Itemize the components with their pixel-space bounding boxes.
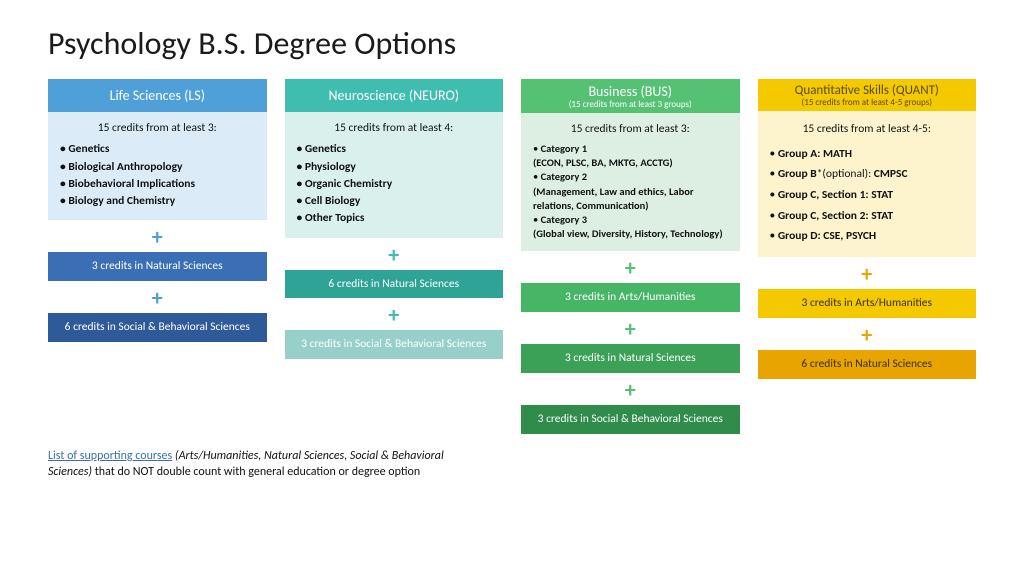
plus-icon: + xyxy=(521,257,740,279)
col-bus: Business (BUS) (15 credits from at least… xyxy=(521,79,740,434)
bus-body: 15 credits from at least 3: Category 1(E… xyxy=(521,113,740,251)
plus-icon: + xyxy=(758,263,977,285)
neuro-item: Cell Biology xyxy=(297,193,494,210)
bus-bar-3: 3 credits in Social & Behavioral Science… xyxy=(521,405,740,434)
bus-bar-1: 3 credits in Arts/Humanities xyxy=(521,283,740,312)
ls-item: Biological Anthropology xyxy=(60,159,257,176)
quant-item: Group A: MATH xyxy=(770,144,967,165)
neuro-bar-1: 6 credits in Natural Sciences xyxy=(285,270,504,299)
plus-icon: + xyxy=(521,379,740,401)
plus-icon: + xyxy=(758,324,977,346)
quant-bar-2: 6 credits in Natural Sciences xyxy=(758,350,977,379)
footnote-rest: that do NOT double count with general ed… xyxy=(92,465,420,479)
ls-lead: 15 credits from at least 3: xyxy=(58,120,257,137)
ls-bar-1: 3 credits in Natural Sciences xyxy=(48,252,267,281)
plus-icon: + xyxy=(521,318,740,340)
ls-bar-2: 6 credits in Social & Behavioral Science… xyxy=(48,313,267,342)
ls-item: Biology and Chemistry xyxy=(60,193,257,210)
plus-icon: + xyxy=(48,287,267,309)
ls-item: Genetics xyxy=(60,141,257,158)
bus-header-title: Business (BUS) xyxy=(527,83,734,100)
neuro-list: Genetics Physiology Organic Chemistry Ce… xyxy=(295,141,494,227)
quant-lead: 15 credits from at least 4-5: xyxy=(768,119,967,140)
neuro-item: Organic Chemistry xyxy=(297,176,494,193)
footnote-link[interactable]: List of supporting courses xyxy=(48,449,172,463)
slide: Psychology B.S. Degree Options Life Scie… xyxy=(0,0,1024,493)
col-neuro: Neuroscience (NEURO) 15 credits from at … xyxy=(285,79,504,359)
neuro-item: Genetics xyxy=(297,141,494,158)
quant-header: Quantitative Skills (QUANT) (15 credits … xyxy=(758,79,977,111)
quant-item: Group D: CSE, PSYCH xyxy=(770,226,967,247)
page-title: Psychology B.S. Degree Options xyxy=(48,24,976,63)
quant-header-title: Quantitative Skills (QUANT) xyxy=(764,83,971,98)
col-quant: Quantitative Skills (QUANT) (15 credits … xyxy=(758,79,977,379)
bus-header-sub: (15 credits from at least 3 groups) xyxy=(527,100,734,110)
neuro-header: Neuroscience (NEURO) xyxy=(285,79,504,112)
ls-body: 15 credits from at least 3: Genetics Bio… xyxy=(48,112,267,220)
ls-item: Biobehavioral Implications xyxy=(60,176,257,193)
quant-header-sub: (15 credits from at least 4-5 groups) xyxy=(764,98,971,108)
neuro-body: 15 credits from at least 4: Genetics Phy… xyxy=(285,112,504,238)
quant-list: Group A: MATH Group B*(optional): CMPSC … xyxy=(768,144,967,247)
plus-icon: + xyxy=(285,304,504,326)
bus-cat-1: Category 1(ECON, PLSC, BA, MKTG, ACCTG) xyxy=(533,142,730,170)
bus-cat-2: Category 2(Management, Law and ethics, L… xyxy=(533,170,730,213)
plus-icon: + xyxy=(285,244,504,266)
bus-bar-2: 3 credits in Natural Sciences xyxy=(521,344,740,373)
quant-item: Group C, Section 2: STAT xyxy=(770,206,967,227)
neuro-lead: 15 credits from at least 4: xyxy=(295,120,494,137)
columns-row: Life Sciences (LS) 15 credits from at le… xyxy=(48,79,976,434)
col-ls: Life Sciences (LS) 15 credits from at le… xyxy=(48,79,267,342)
quant-item: Group C, Section 1: STAT xyxy=(770,185,967,206)
footnote: List of supporting courses (Arts/Humanit… xyxy=(48,448,478,480)
quant-body: 15 credits from at least 4-5: Group A: M… xyxy=(758,111,977,257)
plus-icon: + xyxy=(48,226,267,248)
ls-header: Life Sciences (LS) xyxy=(48,79,267,112)
neuro-item: Other Topics xyxy=(297,210,494,227)
quant-bar-1: 3 credits in Arts/Humanities xyxy=(758,289,977,318)
bus-cat-3: Category 3(Global view, Diversity, Histo… xyxy=(533,213,730,241)
bus-header: Business (BUS) (15 credits from at least… xyxy=(521,79,740,113)
neuro-item: Physiology xyxy=(297,159,494,176)
bus-lead: 15 credits from at least 3: xyxy=(531,121,730,138)
neuro-bar-2: 3 credits in Social & Behavioral Science… xyxy=(285,330,504,359)
ls-list: Genetics Biological Anthropology Biobeha… xyxy=(58,141,257,210)
bus-list: Category 1(ECON, PLSC, BA, MKTG, ACCTG) … xyxy=(531,142,730,241)
quant-item: Group B*(optional): CMPSC xyxy=(770,164,967,185)
